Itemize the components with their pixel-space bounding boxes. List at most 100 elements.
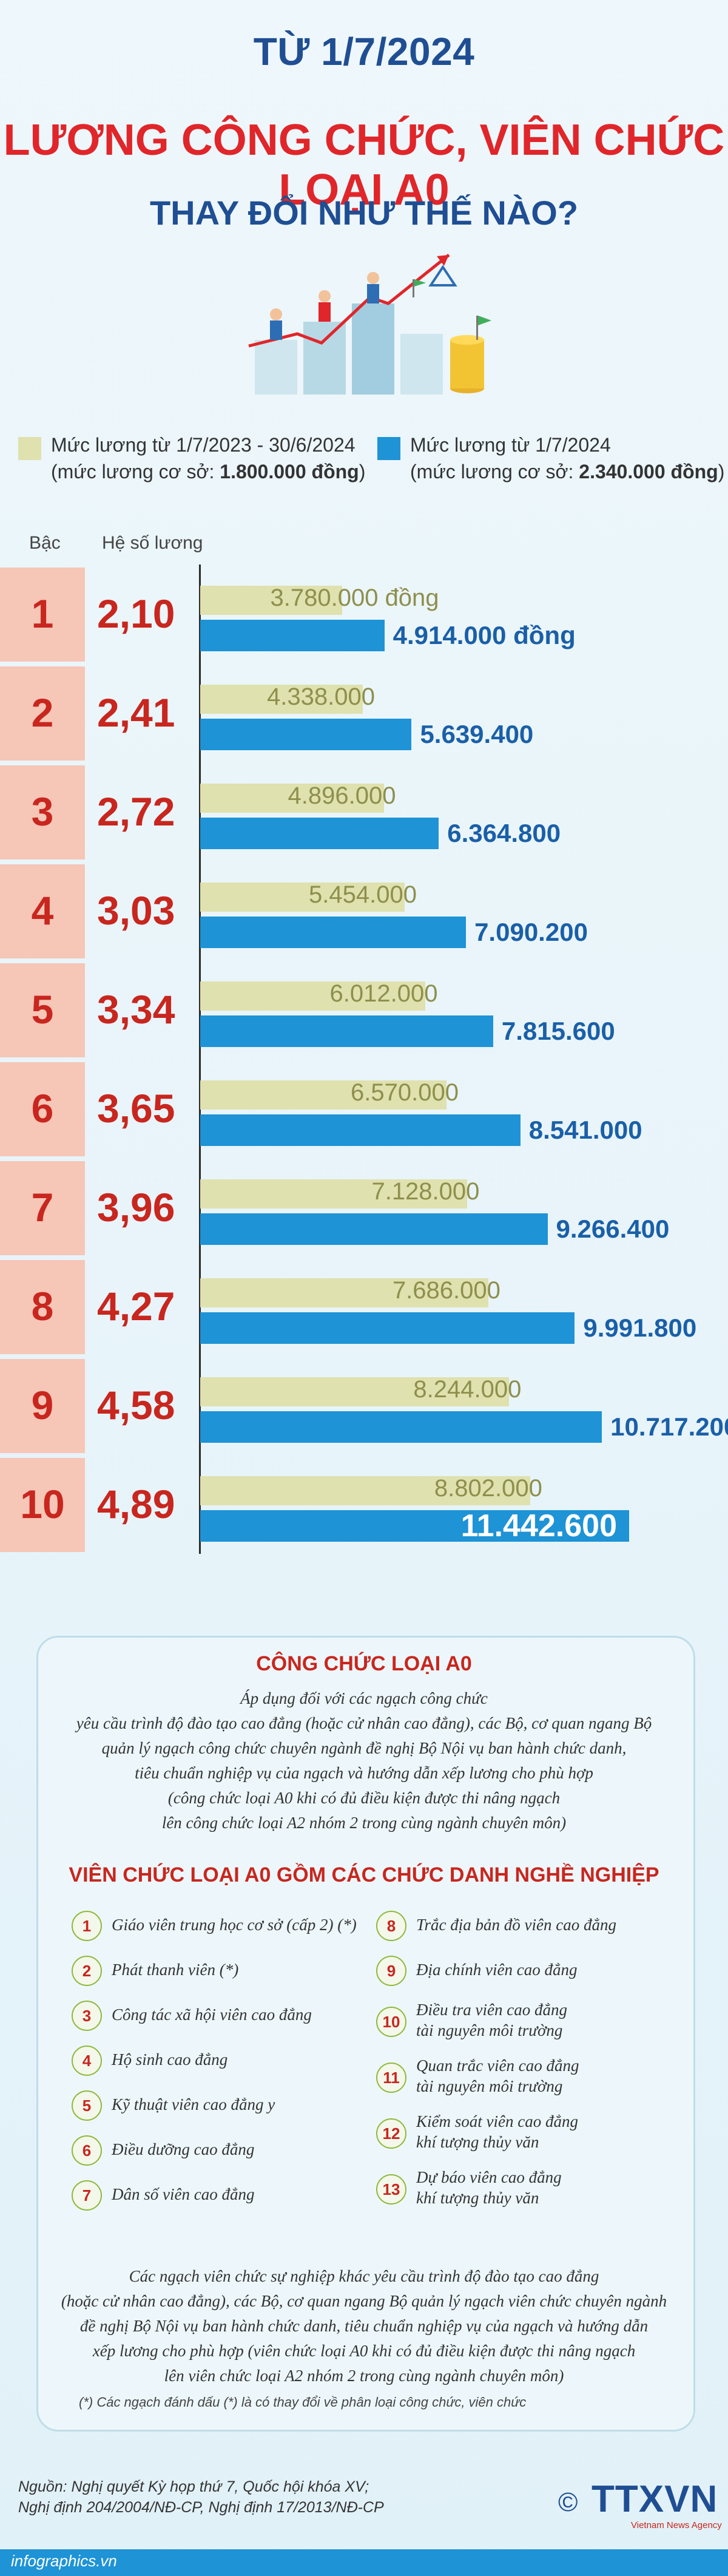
bar-new (200, 1114, 521, 1146)
bar-old (200, 981, 426, 1011)
panel-title-public-employee: VIÊN CHỨC LOẠI A0 GỒM CÁC CHỨC DANH NGHỀ… (69, 1863, 659, 1886)
coefficient-label: 3,96 (97, 1185, 175, 1230)
source-line-2: Nghị định 204/2004/NĐ-CP, Nghị định 17/2… (18, 2499, 384, 2516)
grade-label: 6 (31, 1086, 54, 1131)
bar-label-old: 6.012.000 (329, 980, 438, 1007)
bar-old (200, 586, 342, 615)
bar-label-new: 9.266.400 (556, 1215, 670, 1243)
grade-label: 3 (31, 789, 54, 834)
grade-label: 9 (31, 1383, 54, 1428)
grade-label: 4 (31, 888, 54, 933)
column-grade: Bậc (29, 533, 61, 553)
chart-axis (199, 564, 201, 1554)
item-label: Quan trắc viên cao đẳng tài nguyên môi tr… (416, 2056, 579, 2095)
grade-label: 7 (31, 1185, 54, 1230)
bar-new (200, 917, 467, 948)
paragraph-2-line: xếp lương cho phù hợp (viên chức loại A0… (92, 2342, 636, 2360)
bar-label-new: 10.717.200 (610, 1412, 728, 1441)
item-label: Địa chính viên cao đẳng (416, 1961, 578, 1979)
item-label: Phát thanh viên (*) (112, 1961, 239, 1979)
bar-label-old: 7.686.000 (392, 1277, 500, 1304)
panel-paragraph-2: Các ngạch viên chức sự nghiệp khác yêu c… (49, 2264, 679, 2388)
paragraph-2-line: đề nghị Bộ Nội vụ ban hành chức danh, ti… (79, 2317, 649, 2335)
item-label: Kỹ thuật viên cao đẳng y (112, 2095, 275, 2113)
bar-new (200, 818, 439, 849)
grade-band (0, 1260, 85, 1354)
bar-new (200, 1312, 575, 1344)
bar-new (200, 1015, 493, 1047)
item-label: Dự báo viên cao đẳng khí tượng thủy văn (416, 2168, 562, 2207)
grade-label: 5 (31, 987, 54, 1032)
bar-old (200, 1179, 468, 1208)
source-line-1: Nguồn: Nghị quyết Kỳ họp thứ 7, Quốc hội… (18, 2478, 369, 2495)
bar-label-old: 8.244.000 (413, 1376, 522, 1403)
item-label: Kiểm soát viên cao đẳng khí tượng thủy vă… (416, 2112, 578, 2151)
panel-paragraph-1: Áp dụng đối với các ngạch công chức yêu c… (49, 1686, 679, 1835)
grade-band (0, 864, 85, 958)
coefficient-label: 3,65 (97, 1086, 175, 1131)
item-label: Công tác xã hội viên cao đẳng (112, 2005, 312, 2024)
coefficient-label: 2,72 (97, 789, 175, 834)
grade-band (0, 1359, 85, 1453)
bar-new (200, 719, 412, 750)
grade-band (0, 666, 85, 761)
grade-band (0, 568, 85, 662)
header-subtitle: THAY ĐỔI NHƯ THẾ NÀO? (149, 194, 579, 232)
legend-old-base: (mức lương cơ sở: 1.800.000 đồng) (51, 461, 366, 483)
coefficient-label: 3,34 (97, 987, 175, 1032)
bar-new (200, 1510, 629, 1542)
item-label: Hộ sinh cao đẳng (112, 2050, 228, 2069)
legend-new-base: (mức lương cơ sở: 2.340.000 đồng) (410, 461, 725, 483)
bar-label-old: 5.454.000 (309, 881, 417, 908)
bar-label-new: 7.815.600 (501, 1017, 615, 1045)
grade-band (0, 1062, 85, 1156)
bar-new (200, 620, 385, 651)
bar-old (200, 1377, 510, 1406)
bar-label-old: 4.896.000 (288, 782, 396, 809)
item-number-badge: 2 (72, 1956, 102, 1986)
bar-label-new: 11.442.600 (460, 1508, 617, 1544)
legend-new: Mức lương từ 1/7/2024 (mức lương cơ sở: … (410, 432, 724, 485)
header-date: TỪ 1/7/2024 (253, 30, 475, 73)
coefficient-label: 2,41 (97, 690, 175, 735)
panel-note: (*) Các ngạch đánh dấu (*) là có thay đổ… (79, 2395, 527, 2410)
item-label: Điều dưỡng cao đẳng (112, 2140, 255, 2158)
column-coefficient: Hệ số lương (102, 533, 203, 553)
item-number-badge: 10 (376, 2007, 406, 2037)
item-number-badge: 8 (376, 1911, 406, 1941)
grade-label: 1 (31, 591, 54, 636)
brand-link[interactable]: infographics.vn (11, 2552, 117, 2570)
coefficient-label: 3,03 (97, 888, 175, 933)
bar-old (200, 1476, 530, 1505)
ttxvn-logo: TTXVN (592, 2478, 718, 2520)
legend-new-swatch (377, 437, 400, 460)
coefficient-label: 4,58 (97, 1383, 175, 1428)
header-title: LƯƠNG CÔNG CHỨC, VIÊN CHỨC LOẠI A0 (3, 116, 725, 214)
bottom-bar (0, 2549, 728, 2576)
paragraph-1-line: yêu cầu trình độ đào tạo cao đẳng (hoặc … (76, 1714, 652, 1732)
step-bars-icon (255, 303, 443, 395)
coins-icon (450, 316, 491, 393)
item-number-badge: 13 (376, 2174, 406, 2205)
grade-band (0, 1458, 85, 1552)
trend-arrow-icon (248, 254, 450, 348)
item-number-badge: 9 (376, 1956, 406, 1986)
paragraph-1-line: (công chức loại A0 khi có đủ điều kiện đ… (167, 1789, 561, 1807)
paragraph-1-line: quản lý ngạch công chức chuyên ngành đề … (101, 1739, 627, 1757)
paragraph-2-line: Các ngạch viên chức sự nghiệp khác yêu c… (129, 2267, 599, 2285)
growth-illustration (248, 254, 491, 395)
item-number-badge: 1 (72, 1911, 102, 1941)
coefficient-label: 4,89 (97, 1482, 175, 1527)
paragraph-1-line: Áp dụng đối với các ngạch công chức (240, 1689, 488, 1707)
bar-old (200, 784, 384, 813)
bar-old (200, 1080, 447, 1110)
paragraph-2-line: lên viên chức loại A2 nhóm 2 trong cùng … (164, 2367, 564, 2385)
salary-bar-chart: 1 2,10 3.780.000 đồng 4.914.000 đồng 2 2,41 4.… (0, 564, 728, 1554)
panel-title-civil-servant: CÔNG CHỨC LOẠI A0 (256, 1652, 472, 1675)
bar-label-new: 5.639.400 (420, 720, 534, 748)
item-label: Trắc địa bản đồ viên cao đẳng (416, 1916, 616, 1934)
paragraph-2-line: (hoặc cử nhân cao đẳng), các Bộ, cơ quan… (61, 2292, 667, 2310)
bar-old (200, 883, 405, 912)
coefficient-label: 4,27 (97, 1284, 175, 1329)
item-number-badge: 3 (72, 2001, 102, 2031)
